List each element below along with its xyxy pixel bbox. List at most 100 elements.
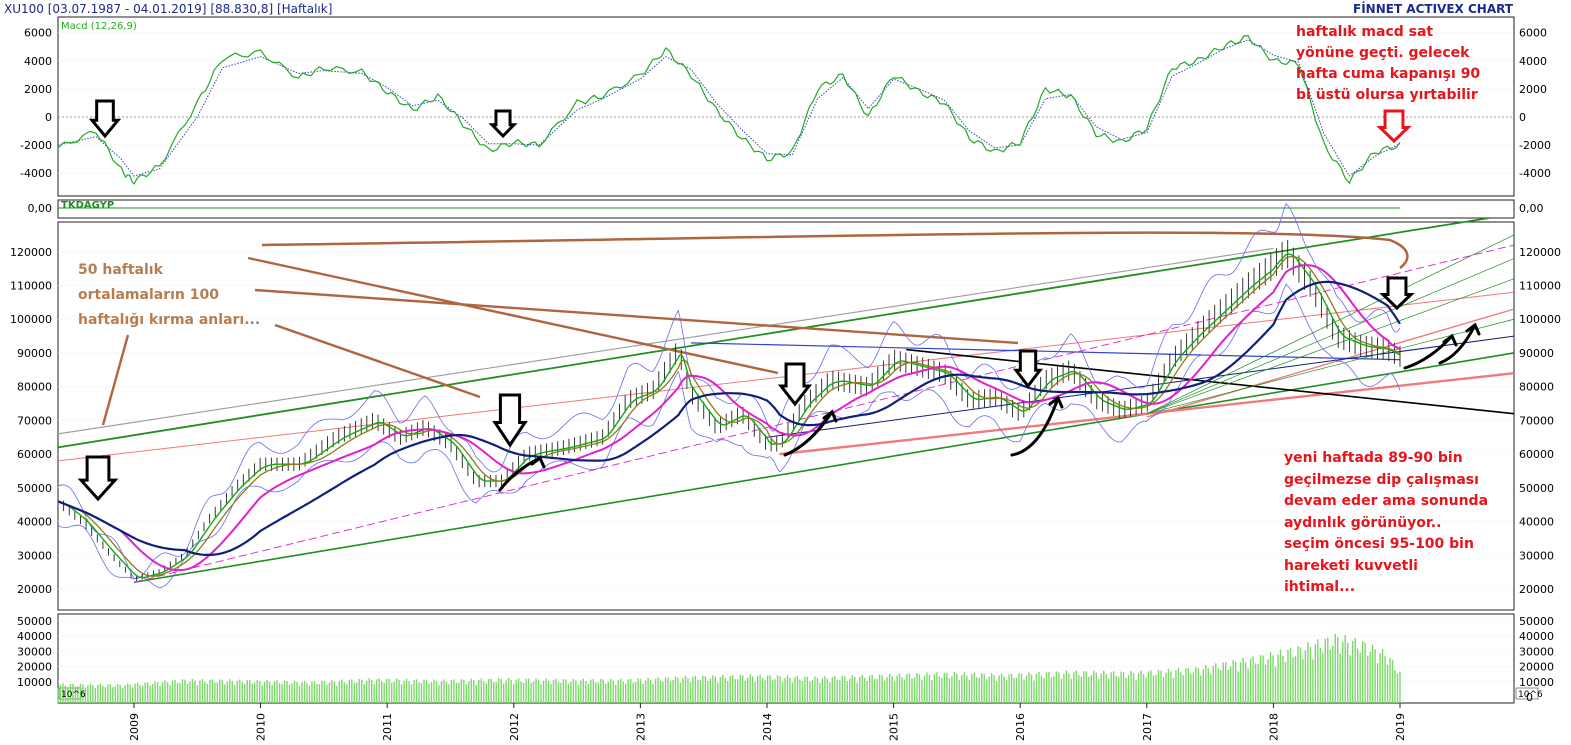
macd-tick-label: -2000 (20, 139, 52, 152)
indicator-title: TKDAGYP (61, 200, 114, 211)
annotation-pointer (101, 334, 130, 426)
macd-line (57, 34, 1401, 185)
time-tick-label: 2014 (761, 713, 774, 741)
volume-tick-label: 50000 (17, 615, 52, 628)
note-line: hafta cuma kapanışı 90 (1296, 66, 1481, 82)
bollinger-lower (57, 283, 1401, 589)
volume-tick-label: 30000 (1519, 645, 1554, 658)
annotation-pointer (247, 256, 779, 375)
price-tick-label: 20000 (17, 583, 52, 596)
volume-tick-label: 50000 (1519, 615, 1554, 628)
price-tick-label: 30000 (17, 549, 52, 562)
price-tick-label: 120000 (1519, 246, 1561, 259)
macd-panel (57, 16, 1515, 197)
trend-line (133, 244, 1515, 583)
price-tick-label: 100000 (1519, 313, 1561, 326)
hand-arrow-head-icon (530, 455, 546, 469)
volume-tick-label: 40000 (17, 630, 52, 643)
annotation-pointer (254, 288, 1019, 345)
macd-tick-label: 0 (45, 111, 52, 124)
time-tick-label: 2013 (634, 713, 647, 741)
ma-short-line (57, 253, 1401, 579)
header-symbol: XU100 (4, 2, 44, 16)
indicator-tick-label: 0,00 (28, 202, 53, 215)
price-tick-label: 110000 (10, 280, 52, 293)
price-tick-label: 50000 (17, 482, 52, 495)
price-tick-label: 60000 (17, 448, 52, 461)
price-tick-label: 70000 (1519, 414, 1554, 427)
volume-unit-label: 10^6 (1518, 690, 1543, 700)
price-tick-label: 110000 (1519, 280, 1561, 293)
macd-tick-label: 2000 (1519, 83, 1547, 96)
note-ma-cross: 50 haftalık ortalamaların 100 haftalığı … (78, 258, 260, 333)
macd-title: Macd (12,26,9) (61, 21, 137, 32)
header-period: [Haftalık] (276, 2, 333, 16)
time-tick-label: 2011 (381, 713, 394, 741)
hand-arrow-head-icon (822, 409, 838, 423)
hand-arrow-icon (1010, 396, 1060, 457)
price-tick-label: 50000 (1519, 482, 1554, 495)
volume-tick-label: 10000 (17, 676, 52, 689)
macd-tick-label: 6000 (24, 27, 52, 40)
note-line: yeni haftada 89-90 bin (1284, 450, 1463, 466)
indicator-panel (57, 199, 1515, 219)
price-tick-label: 40000 (1519, 516, 1554, 529)
time-tick-label: 2012 (508, 713, 521, 741)
macd-tick-label: 4000 (1519, 55, 1547, 68)
price-tick-label: 40000 (17, 516, 52, 529)
down-arrow-icon (88, 99, 122, 139)
price-tick-label: 70000 (17, 414, 52, 427)
volume-tick-label: 10000 (1519, 676, 1554, 689)
volume-tick-label: 0 (1526, 691, 1533, 704)
down-arrow-icon (1379, 276, 1415, 311)
note-line: haftalığı kırma anları... (78, 312, 261, 328)
time-tick-label: 2017 (1141, 713, 1154, 741)
note-line: 50 haftalık (78, 262, 163, 278)
down-arrow-icon (1012, 349, 1044, 389)
ma-100-line (57, 280, 1401, 556)
volume-unit-label: 10^6 (61, 690, 86, 700)
down-arrow-icon (492, 393, 528, 448)
time-tick-label: 2015 (888, 713, 901, 741)
price-tick-label: 80000 (1519, 381, 1554, 394)
volume-tick-label: 30000 (17, 645, 52, 658)
trend-line (1146, 308, 1515, 418)
macd-tick-label: -4000 (20, 167, 52, 180)
time-tick-label: 2018 (1267, 713, 1280, 741)
down-arrow-icon (1376, 109, 1412, 144)
macd-tick-label: 0 (1519, 111, 1526, 124)
header-last: [88.830,8] (210, 2, 274, 16)
down-arrow-icon (488, 109, 518, 139)
price-tick-label: 20000 (1519, 583, 1554, 596)
volume-unit-box (1515, 687, 1539, 700)
trend-line (766, 335, 1515, 438)
macd-tick-label: 2000 (24, 83, 52, 96)
note-line: seçim öncesi 95-100 bin (1284, 536, 1474, 552)
annotation-arc (261, 231, 1409, 269)
time-tick-label: 2016 (1014, 713, 1027, 741)
bollinger-upper (57, 202, 1401, 580)
price-tick-label: 100000 (10, 313, 52, 326)
price-tick-label: 30000 (1519, 549, 1554, 562)
down-arrow-icon (777, 362, 813, 407)
macd-tick-label: 4000 (24, 55, 52, 68)
note-line: yönüne geçti. gelecek (1296, 45, 1470, 61)
note-macd: haftalık macd sat yönüne geçti. gelecek … (1296, 22, 1480, 106)
note-line: haftalık macd sat (1296, 24, 1434, 40)
time-tick-label: 2010 (255, 713, 268, 741)
trend-line (133, 352, 1515, 584)
fan-line (1146, 278, 1515, 414)
note-line: hareketi kuvvetli (1284, 557, 1418, 574)
price-tick-label: 90000 (1519, 347, 1554, 360)
ma-mid-line (57, 255, 1401, 577)
note-line: devam eder ama sonunda (1284, 493, 1489, 509)
hand-arrow-icon (1438, 323, 1477, 365)
note-outlook: yeni haftada 89-90 bin geçilmezse dip ça… (1284, 448, 1488, 599)
hand-arrow-head-icon (1465, 322, 1481, 336)
price-tick-label: 90000 (17, 347, 52, 360)
time-tick-label: 2019 (1394, 713, 1407, 741)
header-brand: FİNNET ACTIVEX CHART (1353, 2, 1513, 16)
header-range: [03.07.1987 - 04.01.2019] (47, 2, 207, 16)
indicator-tick-label: 0,00 (1519, 202, 1544, 215)
